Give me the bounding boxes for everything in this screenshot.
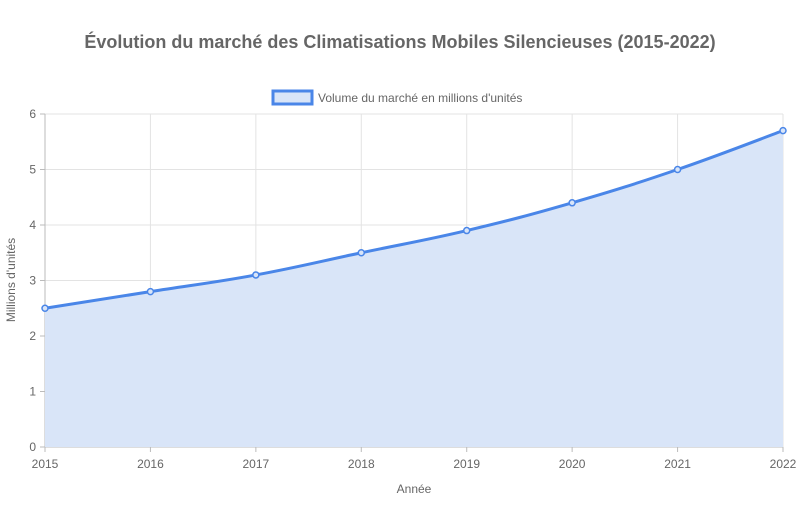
x-tick-label: 2019 [453, 457, 480, 471]
data-point[interactable] [146, 287, 155, 296]
x-tick-label: 2016 [137, 457, 164, 471]
x-tick-label: 2021 [664, 457, 691, 471]
x-tick-label: 2018 [348, 457, 375, 471]
points-layer [41, 126, 787, 312]
data-point[interactable] [779, 126, 787, 135]
data-point[interactable] [673, 165, 682, 174]
x-tick-label: 2022 [770, 457, 797, 471]
legend-swatch [271, 89, 314, 106]
data-point[interactable] [41, 304, 49, 312]
y-tick-label: 6 [29, 107, 36, 121]
y-tick-label: 0 [29, 440, 36, 454]
y-axis-label: Millions d'unités [4, 238, 18, 322]
y-tick-label: 5 [29, 163, 36, 177]
data-point[interactable] [357, 249, 366, 257]
x-axis-ticks: 2015 2016 2017 2018 2019 2020 2021 2022 [32, 447, 797, 471]
data-point[interactable] [462, 226, 471, 235]
y-tick-label: 4 [29, 218, 36, 232]
series-line [44, 129, 784, 310]
x-tick-label: 2020 [559, 457, 586, 471]
area-layer [44, 129, 784, 447]
y-axis-ticks: 0 1 2 3 4 5 6 [29, 107, 45, 454]
legend[interactable]: Volume du marché en millions d'unités [271, 89, 522, 106]
data-point[interactable] [568, 199, 576, 207]
legend-label: Volume du marché en millions d'unités [318, 91, 522, 105]
y-tick-label: 3 [29, 274, 36, 288]
y-tick-label: 1 [29, 385, 36, 399]
x-tick-label: 2017 [243, 457, 270, 471]
data-point[interactable] [252, 271, 260, 279]
chart-title: Évolution du marché des Climatisations M… [84, 31, 715, 52]
y-tick-label: 2 [29, 329, 36, 343]
area-fill [45, 130, 783, 447]
x-axis-label: Année [397, 482, 432, 496]
x-tick-label: 2015 [32, 457, 59, 471]
